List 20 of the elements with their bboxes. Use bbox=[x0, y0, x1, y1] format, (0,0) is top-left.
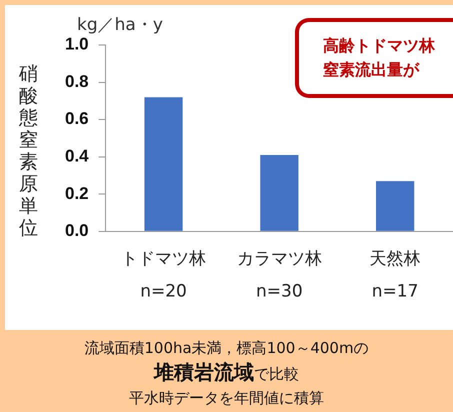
text: 堆積岩流域 bbox=[154, 360, 254, 384]
y-tick-label: 0.2 bbox=[64, 184, 89, 203]
y-tick-label: 0.6 bbox=[64, 109, 89, 128]
bar bbox=[376, 181, 414, 231]
annotation: 高齢トドマツ林 bbox=[323, 35, 435, 57]
y-tick-label: 0.4 bbox=[64, 146, 90, 166]
y-tick-label: 0.0 bbox=[64, 221, 89, 240]
x-tick-label: 天然林 n=17 bbox=[370, 248, 421, 302]
x-tick-label: トドマツ林 n=20 bbox=[121, 248, 206, 302]
text: kg／ha・y bbox=[77, 14, 163, 36]
y-tick-label: 1.0 bbox=[64, 34, 89, 54]
bar bbox=[260, 154, 298, 231]
text: 平水時データを年間値に積算 bbox=[128, 388, 325, 409]
bar bbox=[144, 97, 183, 231]
y-tick-label: 0.8 bbox=[64, 72, 89, 91]
x-tick-label: カラマツ林 n=30 bbox=[236, 248, 322, 302]
text: で比較 bbox=[254, 365, 299, 383]
text: 流域面積100ha未満，標高100～400mの bbox=[83, 338, 370, 359]
annotation: 窒素流出量が bbox=[323, 59, 420, 81]
y-axis-title: 硝酸態窒素原単位 bbox=[19, 63, 39, 239]
